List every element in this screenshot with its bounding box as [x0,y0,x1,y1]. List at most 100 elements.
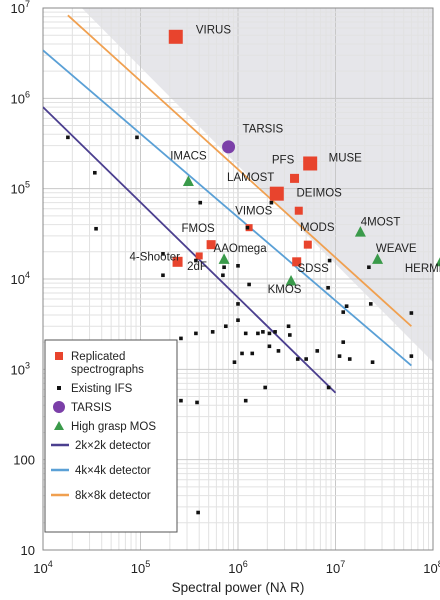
replicated-spectrograph-marker [195,252,203,260]
existing-ifs-marker [198,200,203,205]
existing-ifs-marker [326,385,331,390]
existing-ifs-marker [236,318,240,322]
point-label: IMACS [170,151,207,163]
existing-ifs-marker [236,263,240,268]
existing-ifs-marker [341,340,346,344]
existing-ifs-marker [370,360,375,364]
detector-line-1 [43,49,412,367]
legend-label: 2k×2k detector [75,440,151,452]
y-tick-label: 100 [13,453,35,468]
replicated-spectrograph-marker [290,173,300,183]
y-tick-label: 10 [21,543,35,558]
existing-ifs-marker [224,324,228,329]
y-tick-label: 105 [11,180,30,197]
legend-label: 4k×4k detector [75,465,151,477]
y-tick-label: 104 [11,270,30,287]
existing-ifs-marker [295,357,300,361]
existing-ifs-marker [250,351,255,356]
point-label: 2dF [187,261,207,273]
existing-ifs-marker [326,285,330,290]
legend-label: Replicated spectrographs [71,351,144,376]
point-label: TARSIS [243,123,284,135]
existing-ifs-marker [221,273,225,278]
existing-ifs-marker [243,398,248,403]
y-tick-label: 106 [11,89,30,106]
point-label: PFS [272,154,295,166]
legend-label: High grasp MOS [71,421,156,433]
existing-ifs-marker [367,265,371,270]
existing-ifs-marker [261,330,265,334]
existing-ifs-marker [337,354,342,358]
existing-ifs-marker [263,385,267,390]
high-grasp-mos-marker [354,226,366,237]
existing-ifs-marker [288,333,292,337]
existing-ifs-marker [179,336,183,341]
high-grasp-mos-marker [285,275,297,286]
replicated-spectrograph-marker [269,186,284,201]
existing-ifs-marker [196,510,200,515]
existing-ifs-marker [194,331,198,336]
existing-ifs-marker [327,258,332,263]
existing-ifs-marker [315,349,320,353]
high-grasp-mos-marker [372,253,384,264]
point-label: 4MOST [361,217,401,229]
legend-symbol-replicated [55,352,63,360]
point-label: KMOS [268,284,302,296]
replicated-spectrograph-marker [168,29,183,44]
replicated-spectrograph-marker [294,206,303,215]
point-label: MUSE [329,152,363,164]
point-label: HERMES [405,263,440,275]
point-label: MODS [300,222,335,234]
legend-label: 8k×8k detector [75,490,151,502]
replicated-spectrograph-marker [303,240,312,249]
existing-ifs-marker [267,344,272,349]
y-tick-label: 107 [11,0,30,16]
legend-symbol-tarsis [53,401,65,413]
x-axis-label: Spectral power (Nλ R) [172,580,305,595]
existing-ifs-marker [247,282,251,287]
high-grasp-mos-marker [218,253,230,264]
existing-ifs-marker [409,311,414,315]
y-tick-label: 103 [11,360,30,377]
existing-ifs-marker [232,360,237,364]
x-tick-label: 105 [131,559,150,576]
existing-ifs-marker [194,258,198,263]
legend-symbol-ifs [57,386,61,390]
existing-ifs-marker [286,324,291,329]
legend-label: TARSIS [71,402,112,414]
existing-ifs-marker [161,273,165,278]
existing-ifs-marker [409,354,414,358]
replicated-spectrograph-marker [292,257,302,267]
point-label: LAMOST [227,172,274,184]
existing-ifs-marker [222,265,226,270]
detector-line-2 [67,14,412,327]
existing-ifs-marker [236,302,240,306]
existing-ifs-marker [304,357,308,361]
point-label: VIMOS [235,205,272,217]
x-tick-label: 106 [228,559,247,576]
existing-ifs-marker [341,310,346,314]
x-tick-label: 107 [326,559,345,576]
existing-ifs-marker [269,200,274,205]
point-label: VIRUS [196,25,231,37]
existing-ifs-marker [256,331,260,336]
legend-symbol-mos [54,421,64,430]
tarsis-marker [222,140,236,154]
replicated-spectrograph-marker [172,256,183,267]
shaded-region [81,8,433,363]
existing-ifs-marker [210,330,215,334]
existing-ifs-marker [161,252,165,256]
existing-ifs-marker [135,135,139,140]
replicated-spectrograph-marker [206,240,216,250]
existing-ifs-marker [267,331,272,336]
plot-frame [42,7,434,551]
legend-label: Existing IFS [71,383,133,395]
existing-ifs-marker [195,400,199,405]
point-label: SDSS [297,263,329,275]
x-tick-label: 108 [423,559,440,576]
point-label: DEIMOS [296,187,342,199]
existing-ifs-marker [240,351,244,356]
existing-ifs-marker [344,304,349,308]
high-grasp-mos-marker [182,175,194,187]
